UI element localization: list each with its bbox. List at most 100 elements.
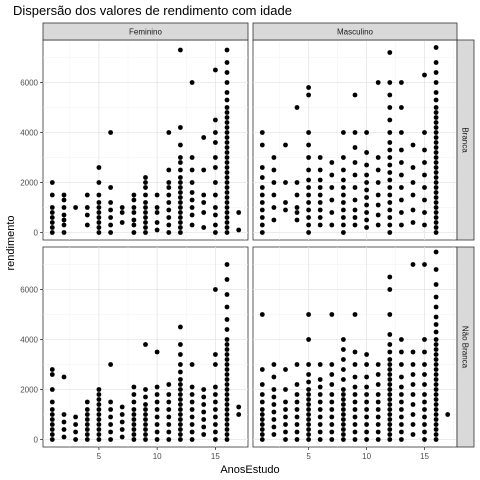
- data-point: [224, 145, 230, 150]
- data-point: [375, 382, 381, 387]
- data-point: [61, 412, 67, 417]
- data-point: [178, 422, 183, 427]
- data-point: [96, 225, 102, 230]
- data-point: [178, 342, 183, 347]
- data-point: [399, 80, 404, 85]
- data-point: [387, 342, 393, 347]
- data-point: [433, 342, 439, 347]
- data-point: [143, 427, 148, 432]
- strip-label-branca: Branca: [461, 127, 470, 153]
- data-point: [131, 399, 137, 405]
- data-point: [387, 362, 393, 367]
- data-point: [317, 185, 323, 190]
- data-point: [399, 160, 404, 165]
- data-point: [433, 282, 439, 287]
- data-point: [375, 437, 381, 442]
- data-point: [283, 429, 288, 435]
- data-point: [154, 437, 160, 442]
- data-point: [341, 207, 346, 213]
- data-point: [341, 167, 346, 173]
- data-point: [387, 392, 393, 397]
- data-point: [433, 387, 439, 392]
- data-point: [259, 130, 265, 135]
- data-point: [108, 207, 113, 213]
- data-point: [387, 130, 393, 135]
- data-point: [108, 222, 113, 228]
- data-point: [178, 392, 183, 397]
- data-point: [154, 349, 160, 355]
- data-point: [271, 402, 277, 407]
- data-point: [433, 170, 439, 175]
- data-point: [387, 215, 393, 220]
- data-point: [178, 200, 183, 205]
- data-point: [224, 372, 230, 377]
- data-point: [49, 205, 55, 210]
- data-point: [259, 142, 265, 148]
- y-tick-label: 0: [34, 436, 39, 445]
- data-point: [399, 429, 404, 435]
- data-point: [410, 349, 416, 355]
- data-point: [329, 160, 335, 165]
- data-point: [329, 372, 335, 377]
- data-point: [96, 397, 102, 402]
- data-point: [433, 205, 439, 210]
- data-point: [410, 422, 416, 427]
- data-point: [399, 147, 404, 153]
- data-point: [410, 180, 416, 185]
- data-point: [329, 382, 335, 387]
- data-point: [329, 185, 335, 190]
- data-point: [224, 342, 230, 347]
- panel-masculino-branca: [252, 39, 458, 241]
- data-point: [119, 220, 125, 225]
- data-point: [317, 200, 323, 205]
- data-point: [259, 382, 265, 387]
- data-point: [387, 432, 393, 437]
- data-point: [178, 155, 183, 160]
- data-point: [178, 377, 183, 382]
- data-point: [306, 387, 311, 392]
- data-point: [306, 392, 311, 397]
- data-point: [259, 392, 265, 397]
- data-point: [131, 384, 137, 390]
- data-point: [49, 432, 55, 437]
- data-point: [433, 329, 439, 335]
- data-point: [387, 422, 393, 427]
- data-point: [224, 367, 230, 372]
- data-point: [352, 422, 358, 427]
- data-point: [433, 90, 439, 95]
- data-point: [131, 217, 137, 223]
- data-point: [352, 429, 358, 435]
- data-point: [329, 210, 335, 215]
- data-point: [224, 357, 230, 362]
- data-point: [61, 212, 67, 218]
- data-point: [166, 192, 172, 198]
- data-point: [422, 130, 427, 135]
- data-point: [213, 165, 218, 170]
- data-point: [108, 429, 113, 435]
- data-point: [178, 407, 183, 412]
- data-point: [283, 407, 288, 412]
- data-point: [166, 180, 172, 185]
- data-point: [224, 175, 230, 180]
- data-point: [433, 135, 439, 140]
- data-point: [364, 150, 369, 155]
- data-point: [49, 192, 55, 198]
- data-point: [375, 399, 381, 405]
- data-point: [387, 312, 393, 317]
- data-point: [166, 185, 172, 190]
- data-point: [108, 407, 113, 412]
- data-point: [387, 417, 393, 422]
- data-point: [410, 412, 416, 417]
- data-point: [271, 387, 277, 392]
- data-point: [306, 155, 311, 160]
- data-point: [271, 180, 277, 185]
- data-point: [306, 130, 311, 135]
- data-point: [189, 212, 195, 218]
- data-point: [178, 412, 183, 417]
- data-point: [49, 427, 55, 432]
- data-point: [189, 155, 195, 160]
- data-point: [108, 422, 113, 427]
- data-point: [49, 225, 55, 230]
- data-point: [387, 162, 393, 168]
